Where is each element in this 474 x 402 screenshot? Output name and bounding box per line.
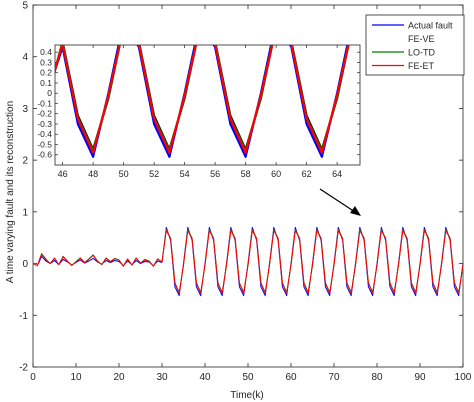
inset-series-line bbox=[55, 45, 350, 154]
inset-y-tick-label: 0.1 bbox=[40, 78, 52, 88]
inset-y-tick-label: 0.2 bbox=[40, 68, 52, 78]
main-series-lines bbox=[32, 226, 464, 297]
inset-x-tick-label: 60 bbox=[271, 169, 281, 179]
inset-y-tick-label: 0.3 bbox=[40, 57, 52, 67]
y-tick-label: 1 bbox=[22, 207, 28, 218]
inset-x-tick-label: 58 bbox=[241, 169, 251, 179]
annotation-arrow bbox=[319, 188, 361, 216]
inset-y-tick-label: -0.2 bbox=[37, 109, 52, 119]
inset-x-tick-label: 48 bbox=[88, 169, 98, 179]
legend-label: FE-ET bbox=[408, 61, 435, 71]
y-tick-label: 0 bbox=[22, 259, 28, 270]
inset-y-tick-label: -0.1 bbox=[37, 98, 52, 108]
inset-x-tick-label: 54 bbox=[180, 169, 190, 179]
y-tick-label: 5 bbox=[22, 1, 28, 12]
legend-entry: FE-ET bbox=[372, 61, 435, 71]
legend-entry: LO-TD bbox=[372, 48, 436, 58]
inset-y-tick-label: 0.4 bbox=[40, 47, 52, 57]
legend-label: Actual fault bbox=[408, 21, 453, 31]
x-tick-label: 40 bbox=[199, 372, 211, 383]
x-tick-label: 90 bbox=[414, 372, 426, 383]
main-axes: 0 10 20 30 40 50 60 70 80 90 100 -2 -1 0 1 2 3 4 5 bbox=[19, 1, 472, 384]
inset-y-tick-label: -0.4 bbox=[37, 129, 52, 139]
x-tick-label: 30 bbox=[156, 372, 168, 383]
x-tick-label: 60 bbox=[285, 372, 297, 383]
y-tick-label: -1 bbox=[19, 311, 28, 322]
inset-x-tick-label: 64 bbox=[332, 169, 342, 179]
x-tick-label: 10 bbox=[70, 372, 82, 383]
x-tick-label: 80 bbox=[371, 372, 383, 383]
inset-x-tick-label: 62 bbox=[302, 169, 312, 179]
inset-x-tick-label: 56 bbox=[210, 169, 220, 179]
x-tick-label: 100 bbox=[455, 372, 472, 383]
y-tick-label: 2 bbox=[22, 156, 28, 167]
inset-y-tick-label: -0.3 bbox=[37, 119, 52, 129]
legend: Actual fault FE-VE LO-TD FE-ET bbox=[365, 14, 465, 76]
legend-entry: Actual fault bbox=[372, 21, 453, 31]
x-tick-label: 20 bbox=[113, 372, 125, 383]
x-axis-label: Time(k) bbox=[230, 390, 264, 401]
inset-axes: 46 48 50 52 54 56 58 60 62 64 -0.6-0.5-0.4-0.3-0.2… bbox=[37, 45, 360, 179]
x-tick-label: 50 bbox=[242, 372, 254, 383]
y-axis-label: A time varying fault and its reconstruct… bbox=[5, 101, 16, 283]
inset-y-tick-label: 0 bbox=[47, 88, 52, 98]
inset-x-tick-label: 50 bbox=[119, 169, 129, 179]
inset-x-tick-label: 52 bbox=[149, 169, 159, 179]
inset-series-lines bbox=[55, 45, 350, 158]
inset-y-tick-label: -0.6 bbox=[37, 150, 52, 160]
y-tick-label: 4 bbox=[22, 52, 28, 63]
x-tick-label: 0 bbox=[30, 372, 36, 383]
x-tick-label: 70 bbox=[328, 372, 340, 383]
legend-label: LO-TD bbox=[408, 48, 436, 58]
inset-y-tick-label: -0.5 bbox=[37, 139, 52, 149]
legend-label: FE-VE bbox=[408, 34, 435, 44]
y-tick-label: -2 bbox=[19, 363, 28, 374]
inset-frame bbox=[54, 44, 361, 166]
series-line bbox=[32, 230, 464, 295]
inset-x-tick-label: 46 bbox=[58, 169, 68, 179]
legend-entry: FE-VE bbox=[372, 34, 435, 44]
y-tick-label: 3 bbox=[22, 104, 28, 115]
